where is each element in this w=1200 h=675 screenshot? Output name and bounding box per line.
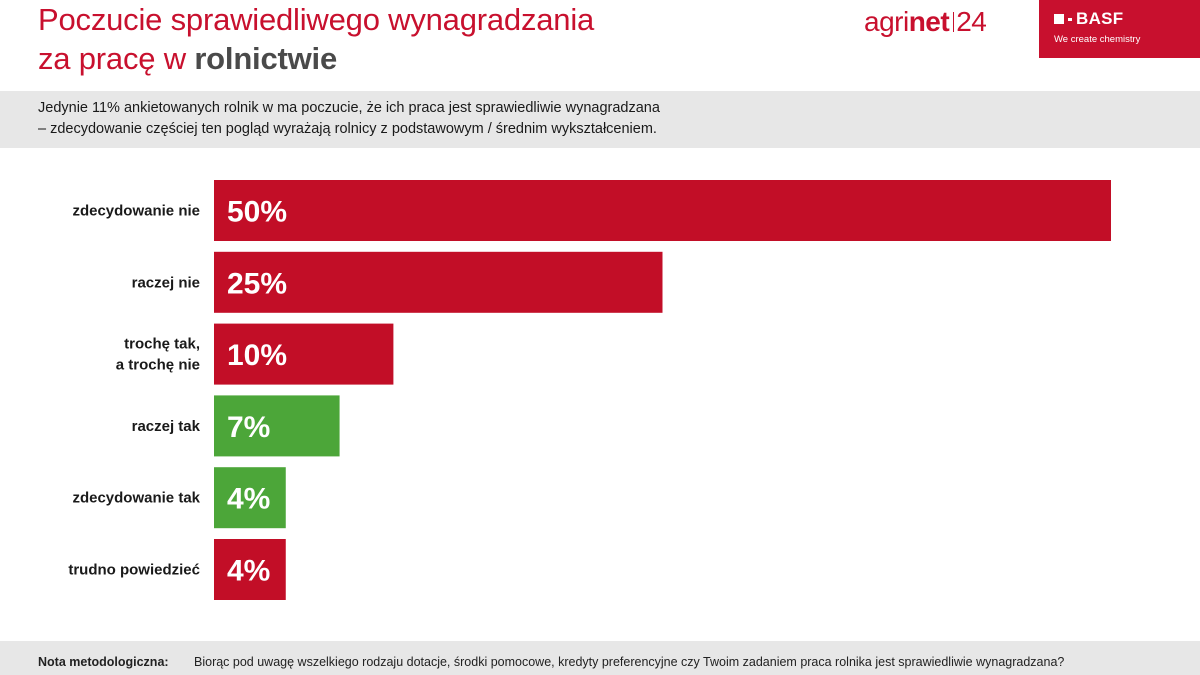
bar: [214, 323, 394, 385]
category-label: raczej tak: [132, 418, 201, 435]
data-label: 7%: [227, 411, 270, 444]
data-label: 4%: [227, 555, 270, 588]
category-label: trudno powiedzieć: [68, 562, 200, 579]
basf-wordmark: BASF: [1076, 9, 1124, 28]
category-label: raczej nie: [132, 274, 200, 291]
agrinet-logo-net: net: [908, 6, 950, 37]
agrinet-logo: agrinet 24: [864, 4, 987, 40]
subtitle-line-2: – zdecydowanie częściej ten pogląd wyraż…: [38, 121, 657, 137]
agrinet-logo-divider: [953, 12, 955, 32]
title-prefix: za pracę w: [38, 41, 195, 76]
basf-tagline: We create chemistry: [1054, 34, 1141, 45]
bar: [214, 251, 663, 313]
data-label: 25%: [227, 267, 287, 300]
bar: [214, 180, 1111, 241]
title-line-1: Poczucie sprawiedliwego wynagradzania: [38, 2, 595, 37]
basf-logo: BASF We create chemistry: [1039, 0, 1200, 58]
data-label: 10%: [227, 339, 287, 372]
footer-text: Biorąc pod uwagę wszelkiego rodzaju dota…: [194, 655, 1065, 669]
agrinet-logo-number: 24: [956, 6, 987, 37]
bar: [214, 539, 286, 600]
basf-dash-icon: [1068, 18, 1072, 21]
basf-square-icon: [1054, 14, 1064, 24]
footer-label: Nota metodologiczna:: [38, 655, 169, 669]
title-emphasis: rolnictwie: [194, 41, 338, 76]
data-label: 50%: [227, 196, 287, 229]
subtitle-line-1: Jedynie 11% ankietowanych rolnik w ma po…: [38, 100, 660, 116]
data-label: 4%: [227, 483, 270, 516]
bar: [214, 467, 286, 529]
bar: [214, 395, 340, 457]
category-label: zdecydowanie nie: [72, 203, 200, 220]
category-label: zdecydowanie tak: [72, 490, 200, 507]
bar-chart: 50% zdecydowanie nie 25% raczej nie 10% troch…: [68, 180, 1111, 600]
footer-note: Nota metodologiczna: Biorąc pod uwagę ws…: [0, 641, 1200, 675]
category-label: trochę tak,: [124, 336, 200, 353]
title-line-2: za pracę w rolnictwie: [38, 39, 594, 78]
page-title: Poczucie sprawiedliwego wynagradzania za…: [38, 0, 594, 78]
subtitle-banner: Jedynie 11% ankietowanych rolnik w ma po…: [0, 91, 1200, 148]
category-label: a trochę nie: [116, 357, 200, 374]
agrinet-logo-agri: agri: [864, 6, 909, 37]
